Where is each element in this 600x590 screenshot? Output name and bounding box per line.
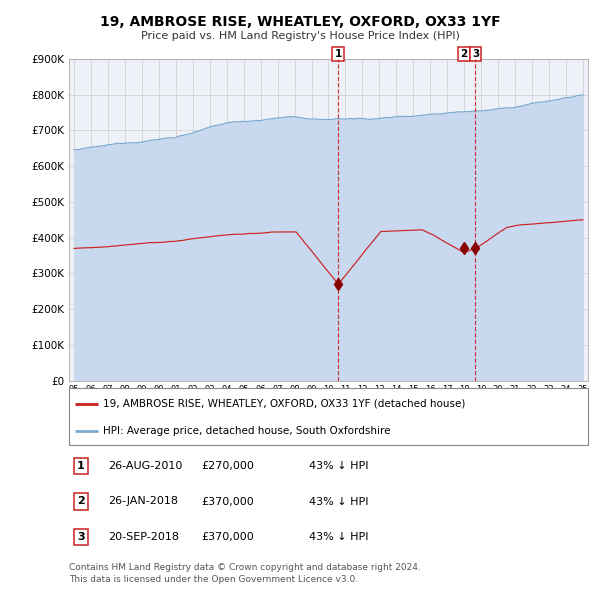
Text: Price paid vs. HM Land Registry's House Price Index (HPI): Price paid vs. HM Land Registry's House …	[140, 31, 460, 41]
Text: £370,000: £370,000	[201, 532, 254, 542]
Text: 26-JAN-2018: 26-JAN-2018	[108, 497, 178, 506]
Text: 3: 3	[77, 532, 85, 542]
Text: Contains HM Land Registry data © Crown copyright and database right 2024.: Contains HM Land Registry data © Crown c…	[69, 563, 421, 572]
Text: 20-SEP-2018: 20-SEP-2018	[108, 532, 179, 542]
Text: 26-AUG-2010: 26-AUG-2010	[108, 461, 182, 471]
Text: HPI: Average price, detached house, South Oxfordshire: HPI: Average price, detached house, Sout…	[103, 426, 390, 436]
Text: 43% ↓ HPI: 43% ↓ HPI	[309, 497, 368, 506]
Text: £270,000: £270,000	[201, 461, 254, 471]
Text: 19, AMBROSE RISE, WHEATLEY, OXFORD, OX33 1YF (detached house): 19, AMBROSE RISE, WHEATLEY, OXFORD, OX33…	[103, 399, 465, 409]
Text: 1: 1	[335, 49, 342, 59]
Text: 43% ↓ HPI: 43% ↓ HPI	[309, 532, 368, 542]
Text: £370,000: £370,000	[201, 497, 254, 506]
Text: 2: 2	[77, 497, 85, 506]
Text: 1: 1	[77, 461, 85, 471]
Text: 43% ↓ HPI: 43% ↓ HPI	[309, 461, 368, 471]
Text: This data is licensed under the Open Government Licence v3.0.: This data is licensed under the Open Gov…	[69, 575, 358, 584]
Text: 2: 2	[461, 49, 468, 59]
Text: 19, AMBROSE RISE, WHEATLEY, OXFORD, OX33 1YF: 19, AMBROSE RISE, WHEATLEY, OXFORD, OX33…	[100, 15, 500, 29]
Text: 3: 3	[472, 49, 479, 59]
